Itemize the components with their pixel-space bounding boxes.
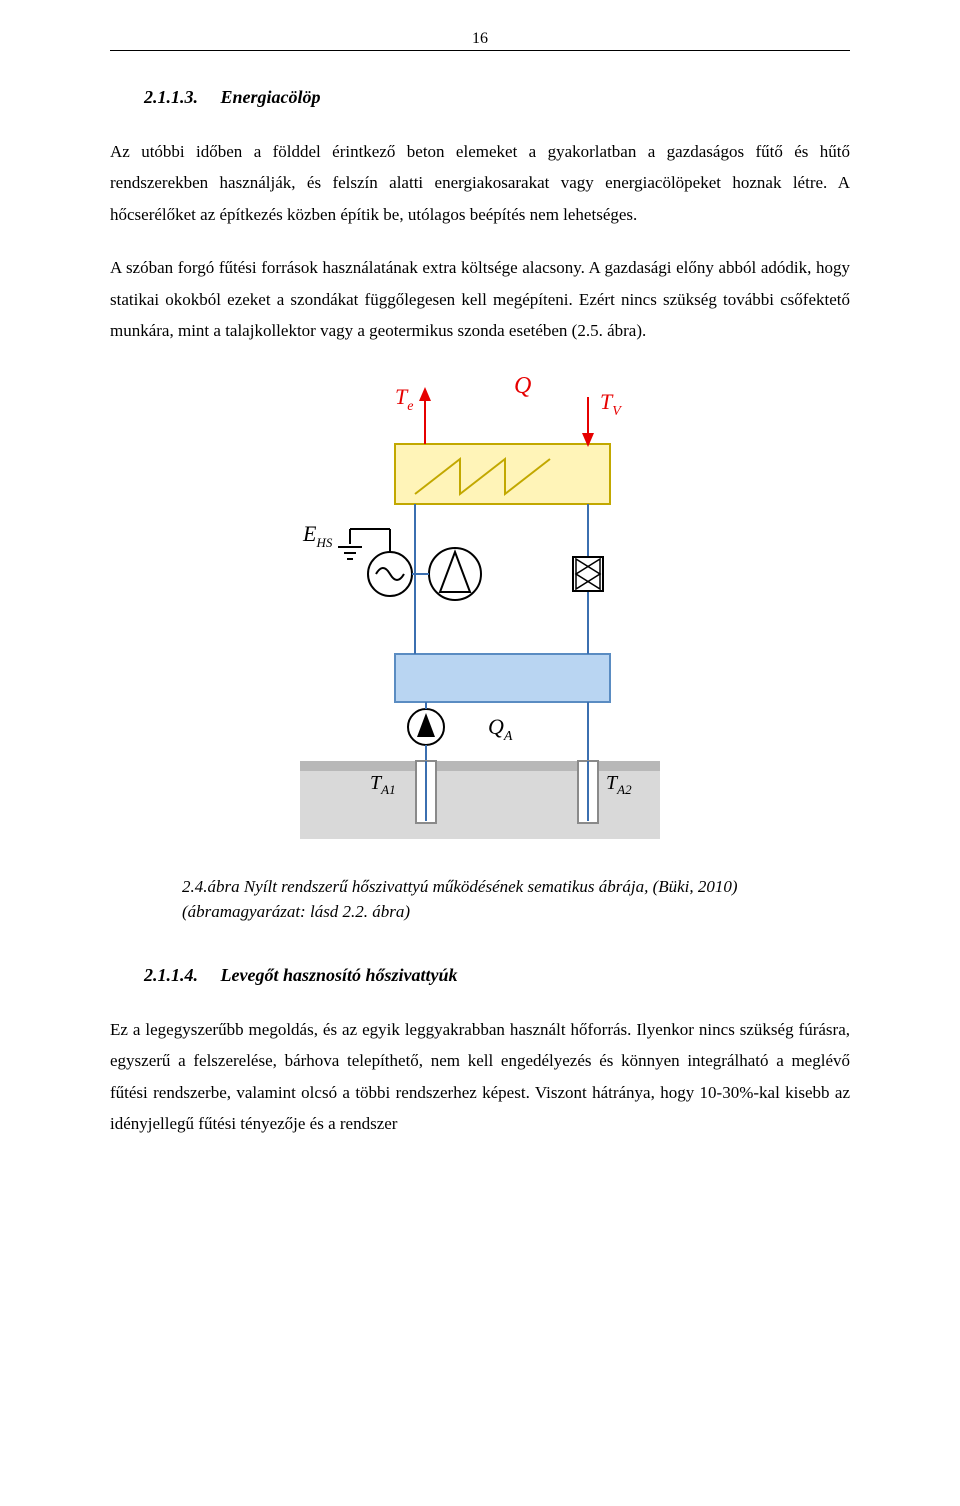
label-Qa: QA [488,714,513,744]
page-number: 16 [110,0,850,51]
label-Te: Te [395,384,413,414]
valve-body [573,557,603,591]
label-Tv: TV [600,389,622,419]
page: 16 2.1.1.3. Energiacölöp Az utóbbi időbe… [0,0,960,1506]
section-heading-1: 2.1.1.3. Energiacölöp [144,87,850,108]
paragraph-3: Ez a legegyszerűbb megoldás, és az egyik… [110,1014,850,1140]
diagram-heat-pump: Te Q TV EHS QA TA1 TA2 [300,369,660,839]
paragraph-2: A szóban forgó fűtési források használat… [110,252,850,346]
yellow-block [395,444,610,504]
section-heading-2: 2.1.1.4. Levegőt hasznosító hőszivattyúk [144,965,850,986]
section-number: 2.1.1.4. [144,965,216,986]
paragraph-1: Az utóbbi időben a földdel érintkező bet… [110,136,850,230]
blue-block [395,654,610,702]
ground-top-strip [300,761,660,771]
label-Ehs: EHS [302,521,333,550]
label-Q: Q [514,373,531,399]
te-arrow-head [419,387,431,401]
figure-caption: 2.4.ábra Nyílt rendszerű hőszivattyú műk… [182,874,822,925]
section-number: 2.1.1.3. [144,87,216,108]
section-title: Energiacölöp [221,87,321,107]
figure-2-4: Te Q TV EHS QA TA1 TA2 [110,369,850,844]
section-title: Levegőt hasznosító hőszivattyúk [221,965,458,985]
